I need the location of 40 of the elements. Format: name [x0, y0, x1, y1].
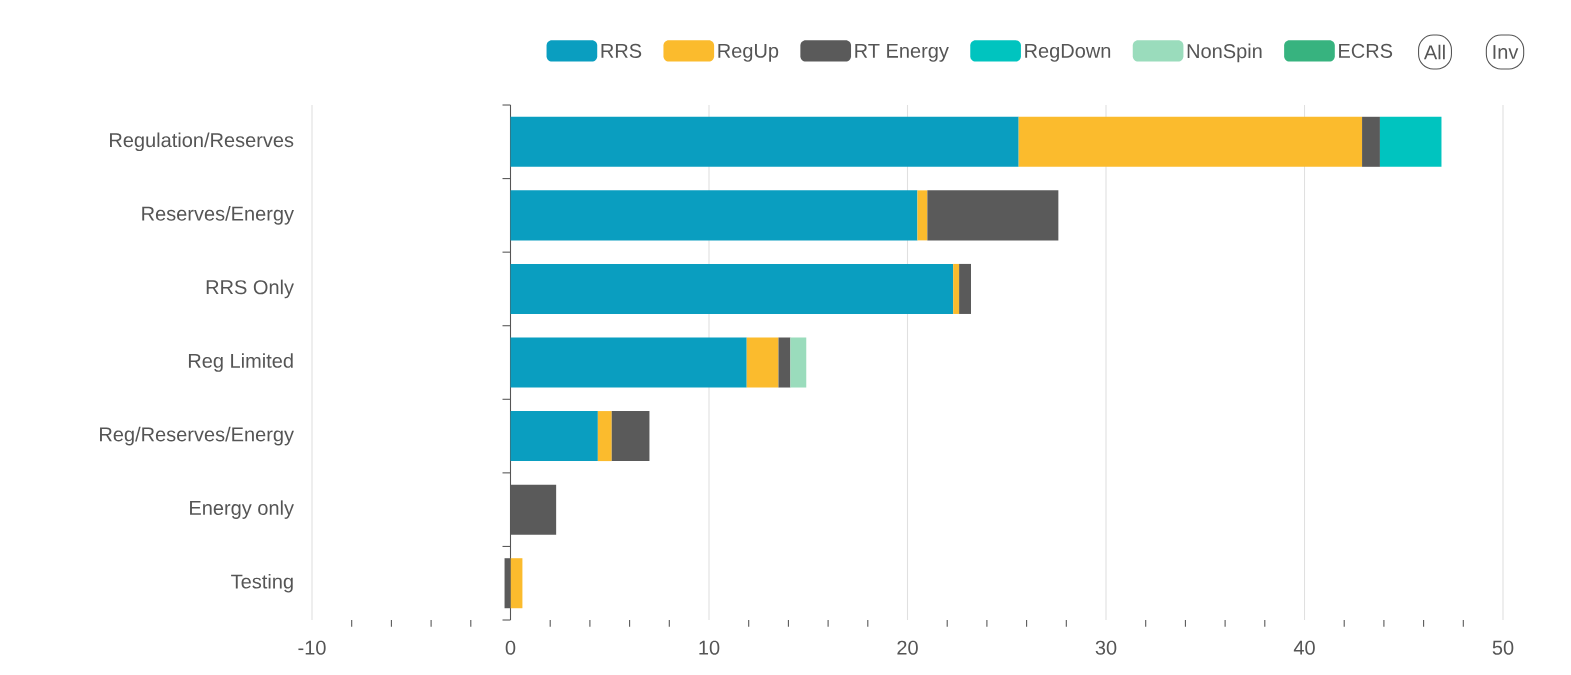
- y-tick-label: Reg/Reserves/Energy: [100, 426, 294, 446]
- bar: [1379, 116, 1442, 167]
- bar: [510, 558, 523, 609]
- text: All: [1423, 44, 1445, 60]
- legend-label: NonSpin: [1187, 43, 1262, 63]
- legend-label: RegDown: [1025, 43, 1111, 62]
- x-tick-label: -10: [298, 640, 326, 655]
- bar: [510, 116, 1019, 167]
- bar: [1018, 116, 1363, 167]
- bar: [510, 263, 954, 314]
- legend-label: RRS: [601, 43, 642, 58]
- legend-label: RegUp: [718, 43, 779, 62]
- x-tick-label: 40: [1293, 640, 1315, 655]
- bar: [927, 190, 1059, 241]
- x-tick-label: 20: [897, 640, 918, 655]
- y-tick-label: Reg Limited: [188, 353, 293, 372]
- bar: [510, 411, 598, 462]
- y-tick-label: RRS Only: [206, 279, 294, 299]
- x-tick-label: 0: [505, 640, 516, 655]
- bar: [510, 190, 918, 241]
- x-tick-label: 10: [699, 640, 720, 655]
- y-tick-label: Regulation/Reserves: [110, 132, 294, 152]
- y-tick-label: Energy only: [190, 500, 294, 519]
- x-tick-label: 30: [1095, 640, 1117, 655]
- bar: [917, 190, 928, 241]
- bar: [611, 411, 650, 462]
- bar: [746, 337, 779, 388]
- x-tick-label: 50: [1492, 640, 1514, 655]
- bar: [959, 263, 972, 314]
- text: Inv: [1493, 45, 1519, 59]
- bar: [953, 263, 960, 314]
- legend-label: ECRS: [1339, 43, 1393, 58]
- legend-label: RT Energy: [855, 43, 949, 62]
- bar: [778, 337, 791, 388]
- bar: [790, 337, 807, 388]
- bar: [510, 337, 747, 388]
- bar: [597, 411, 612, 462]
- y-tick-label: Testing: [231, 573, 293, 593]
- y-tick-label: Reserves/Energy: [142, 206, 294, 225]
- bar: [1362, 116, 1380, 167]
